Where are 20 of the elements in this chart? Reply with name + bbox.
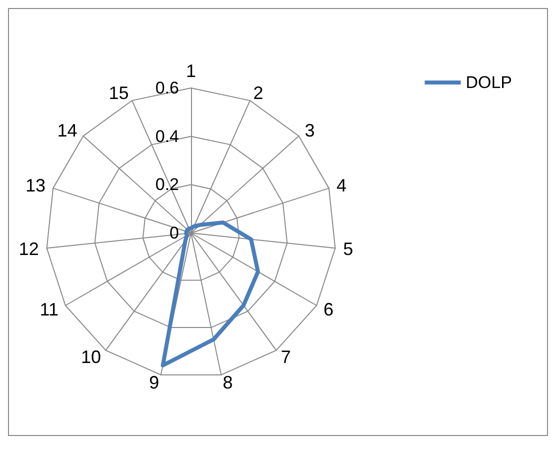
y-tick-label: 0.2 [155, 175, 179, 194]
spoke-label: 10 [81, 346, 102, 367]
spoke-label: 14 [57, 120, 78, 141]
y-tick-label: 0.4 [155, 126, 179, 146]
spoke-label: 3 [304, 120, 315, 141]
spoke-label: 11 [40, 300, 58, 320]
spoke-label: 2 [253, 83, 264, 104]
spoke-label: 7 [280, 346, 291, 367]
spoke-label: 5 [343, 238, 354, 259]
y-tick-label: 0.6 [155, 78, 179, 98]
y-tick-label: 0 [170, 224, 179, 242]
legend-label: DOLP [466, 73, 512, 92]
spoke-label: 15 [108, 83, 129, 104]
spoke-label: 13 [25, 176, 46, 196]
spoke-label: 6 [324, 300, 334, 320]
spoke-label: 9 [149, 372, 160, 393]
spoke-label: 12 [18, 238, 39, 259]
spoke-label: 8 [222, 372, 233, 393]
spoke-label: 1 [186, 61, 196, 81]
spoke-label: 4 [336, 176, 347, 196]
